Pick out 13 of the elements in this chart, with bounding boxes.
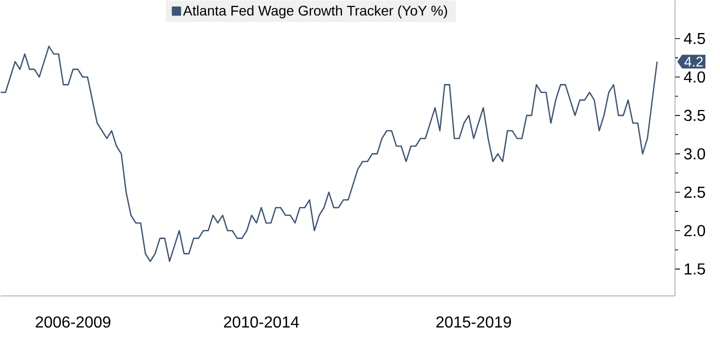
- y-tick-label: 4.5: [684, 33, 706, 44]
- text: 4.2: [684, 56, 703, 67]
- x-tick-label: 2010-2014: [224, 316, 299, 328]
- y-tick-label: 3.0: [684, 148, 706, 160]
- line-series: [0, 46, 658, 262]
- y-tick-label: 1.5: [684, 264, 706, 275]
- y-tick-label: 2.5: [684, 186, 706, 198]
- x-tick-label: 2006-2009: [36, 316, 110, 328]
- y-tick-label: 3.5: [684, 110, 706, 122]
- x-tick-label: 2015-2019: [436, 316, 511, 328]
- y-tick-label: 4.0: [684, 71, 706, 83]
- legend-label: Atlanta Fed Wage Growth Tracker (YoY %): [183, 5, 448, 18]
- y-tick-label: 2.0: [684, 225, 706, 236]
